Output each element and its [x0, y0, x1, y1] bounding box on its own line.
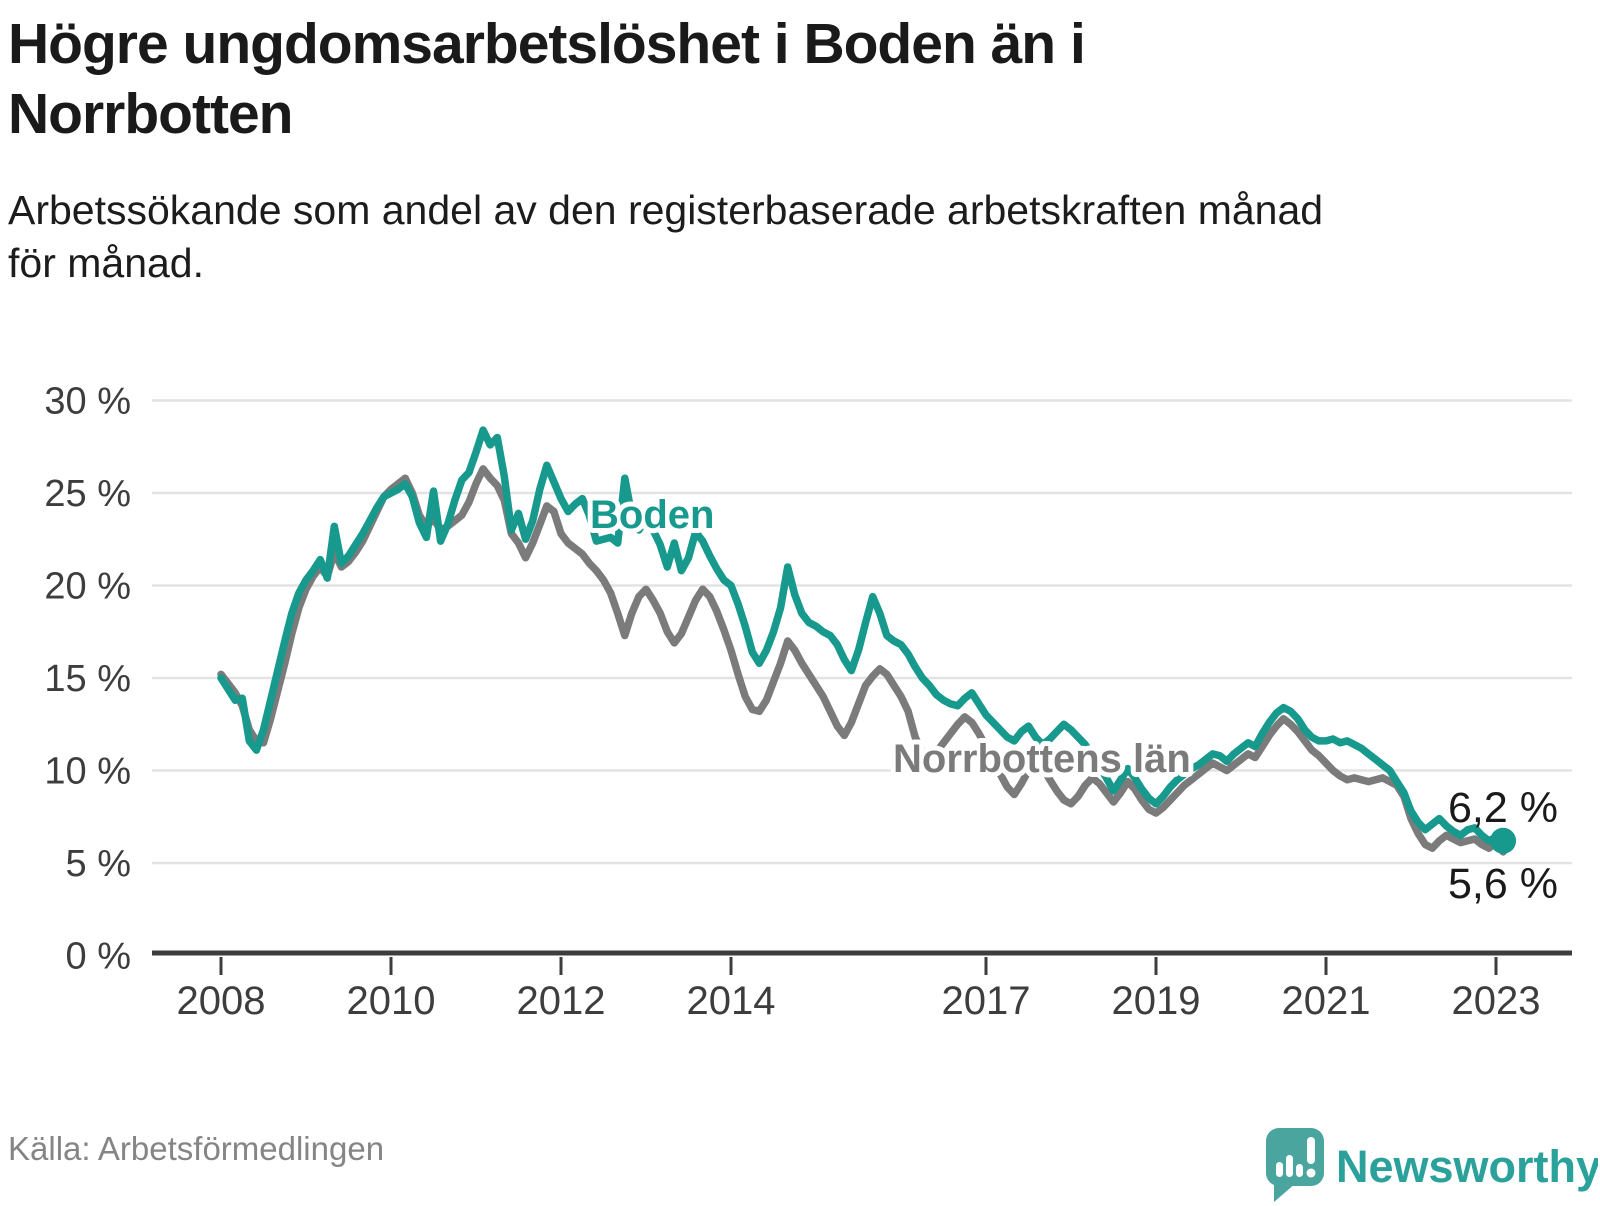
- x-tick-label-2021: 2021: [1282, 979, 1371, 1023]
- x-tick-label-2012: 2012: [517, 979, 606, 1023]
- page-title: Högre ungdomsarbetslöshet i Boden än i N…: [8, 10, 1568, 149]
- page-subtitle-line1: Arbetssökande som andel av den registerb…: [8, 187, 1324, 233]
- end-value-label-norrbotten: 5,6 %: [1448, 860, 1558, 908]
- x-tick-label-2014: 2014: [687, 979, 776, 1023]
- newsworthy-brand-text: Newsworthy: [1336, 1141, 1598, 1192]
- y-tick-label-30: 30 %: [44, 381, 131, 423]
- y-tick-label-0: 0 %: [66, 936, 131, 978]
- y-tick-label-25: 25 %: [44, 473, 131, 515]
- y-tick-label-10: 10 %: [44, 751, 131, 793]
- y-tick-label-20: 20 %: [44, 566, 131, 608]
- y-tick-label-15: 15 %: [44, 658, 131, 700]
- x-tick-label-2019: 2019: [1112, 979, 1201, 1023]
- x-tick-label-2023: 2023: [1452, 979, 1541, 1023]
- x-tick-label-2017: 2017: [942, 979, 1031, 1023]
- x-tick-label-2010: 2010: [347, 979, 436, 1023]
- x-tick-label-2008: 2008: [177, 979, 266, 1023]
- series-line-boden: [217, 426, 1507, 845]
- series-line-norrbotten: [217, 465, 1507, 856]
- source-note: Källa: Arbetsförmedlingen: [8, 1130, 385, 1167]
- series-label-norrbotten: Norrbottens län: [893, 737, 1191, 781]
- newsworthy-logo: Newsworthy: [1266, 1128, 1598, 1202]
- end-value-label-boden: 6,2 %: [1448, 784, 1558, 832]
- page-title-line1: Högre ungdomsarbetslöshet i Boden än i: [8, 12, 1086, 76]
- page-title-line2: Norrbotten: [8, 81, 293, 146]
- newsworthy-pin-icon: [1266, 1128, 1324, 1202]
- y-tick-label-5: 5 %: [66, 843, 131, 885]
- series-label-boden: Boden: [590, 493, 714, 537]
- end-dot-boden: [1490, 827, 1517, 854]
- page-subtitle: Arbetssökande som andel av den registerb…: [8, 184, 1568, 291]
- page-subtitle-line2: för månad.: [8, 240, 204, 287]
